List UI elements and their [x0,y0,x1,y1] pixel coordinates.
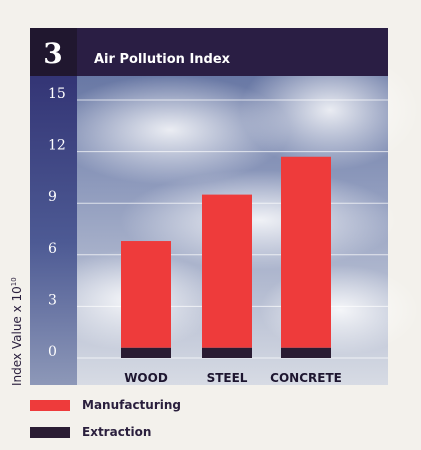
legend-item-extraction: Extraction [30,425,151,439]
y-tick-label: 15 [48,86,66,102]
axis-band [30,28,77,385]
bar-wood-extraction [121,347,171,358]
bar-chart: 3 Air Pollution Index 0 3 6 9 12 15 WOOD STEEL… [10,28,420,386]
title-bar [77,28,388,76]
legend-label-extraction: Extraction [82,425,152,439]
y-tick-label: 0 [48,344,57,360]
bar-wood-manufacturing [121,241,171,348]
y-axis-label-superscript: 10 [10,277,18,286]
bar-steel-extraction [202,347,252,358]
y-axis-label-text: Index Value x 10 [10,286,24,386]
x-tick-label-steel: STEEL [207,371,248,385]
y-axis-label: Index Value x 1010 [10,277,24,386]
chart-title: Air Pollution Index [94,52,231,67]
figure-number-box [30,28,77,76]
legend-label-manufacturing: Manufacturing [82,398,181,412]
legend-item-manufacturing: Manufacturing [30,398,181,412]
legend-swatch-extraction [30,426,70,438]
y-tick-label: 9 [48,189,57,205]
y-tick-label: 3 [48,292,57,308]
x-tick-label-concrete: CONCRETE [270,371,342,385]
x-tick-label-wood: WOOD [124,371,168,385]
bar-concrete-extraction [281,347,331,358]
y-tick-label: 12 [48,138,66,154]
legend-swatch-manufacturing [30,399,70,411]
y-tick-label: 6 [48,241,57,257]
bar-concrete-manufacturing [281,156,331,348]
bar-steel-manufacturing [202,194,252,348]
figure-number: 3 [43,37,62,70]
